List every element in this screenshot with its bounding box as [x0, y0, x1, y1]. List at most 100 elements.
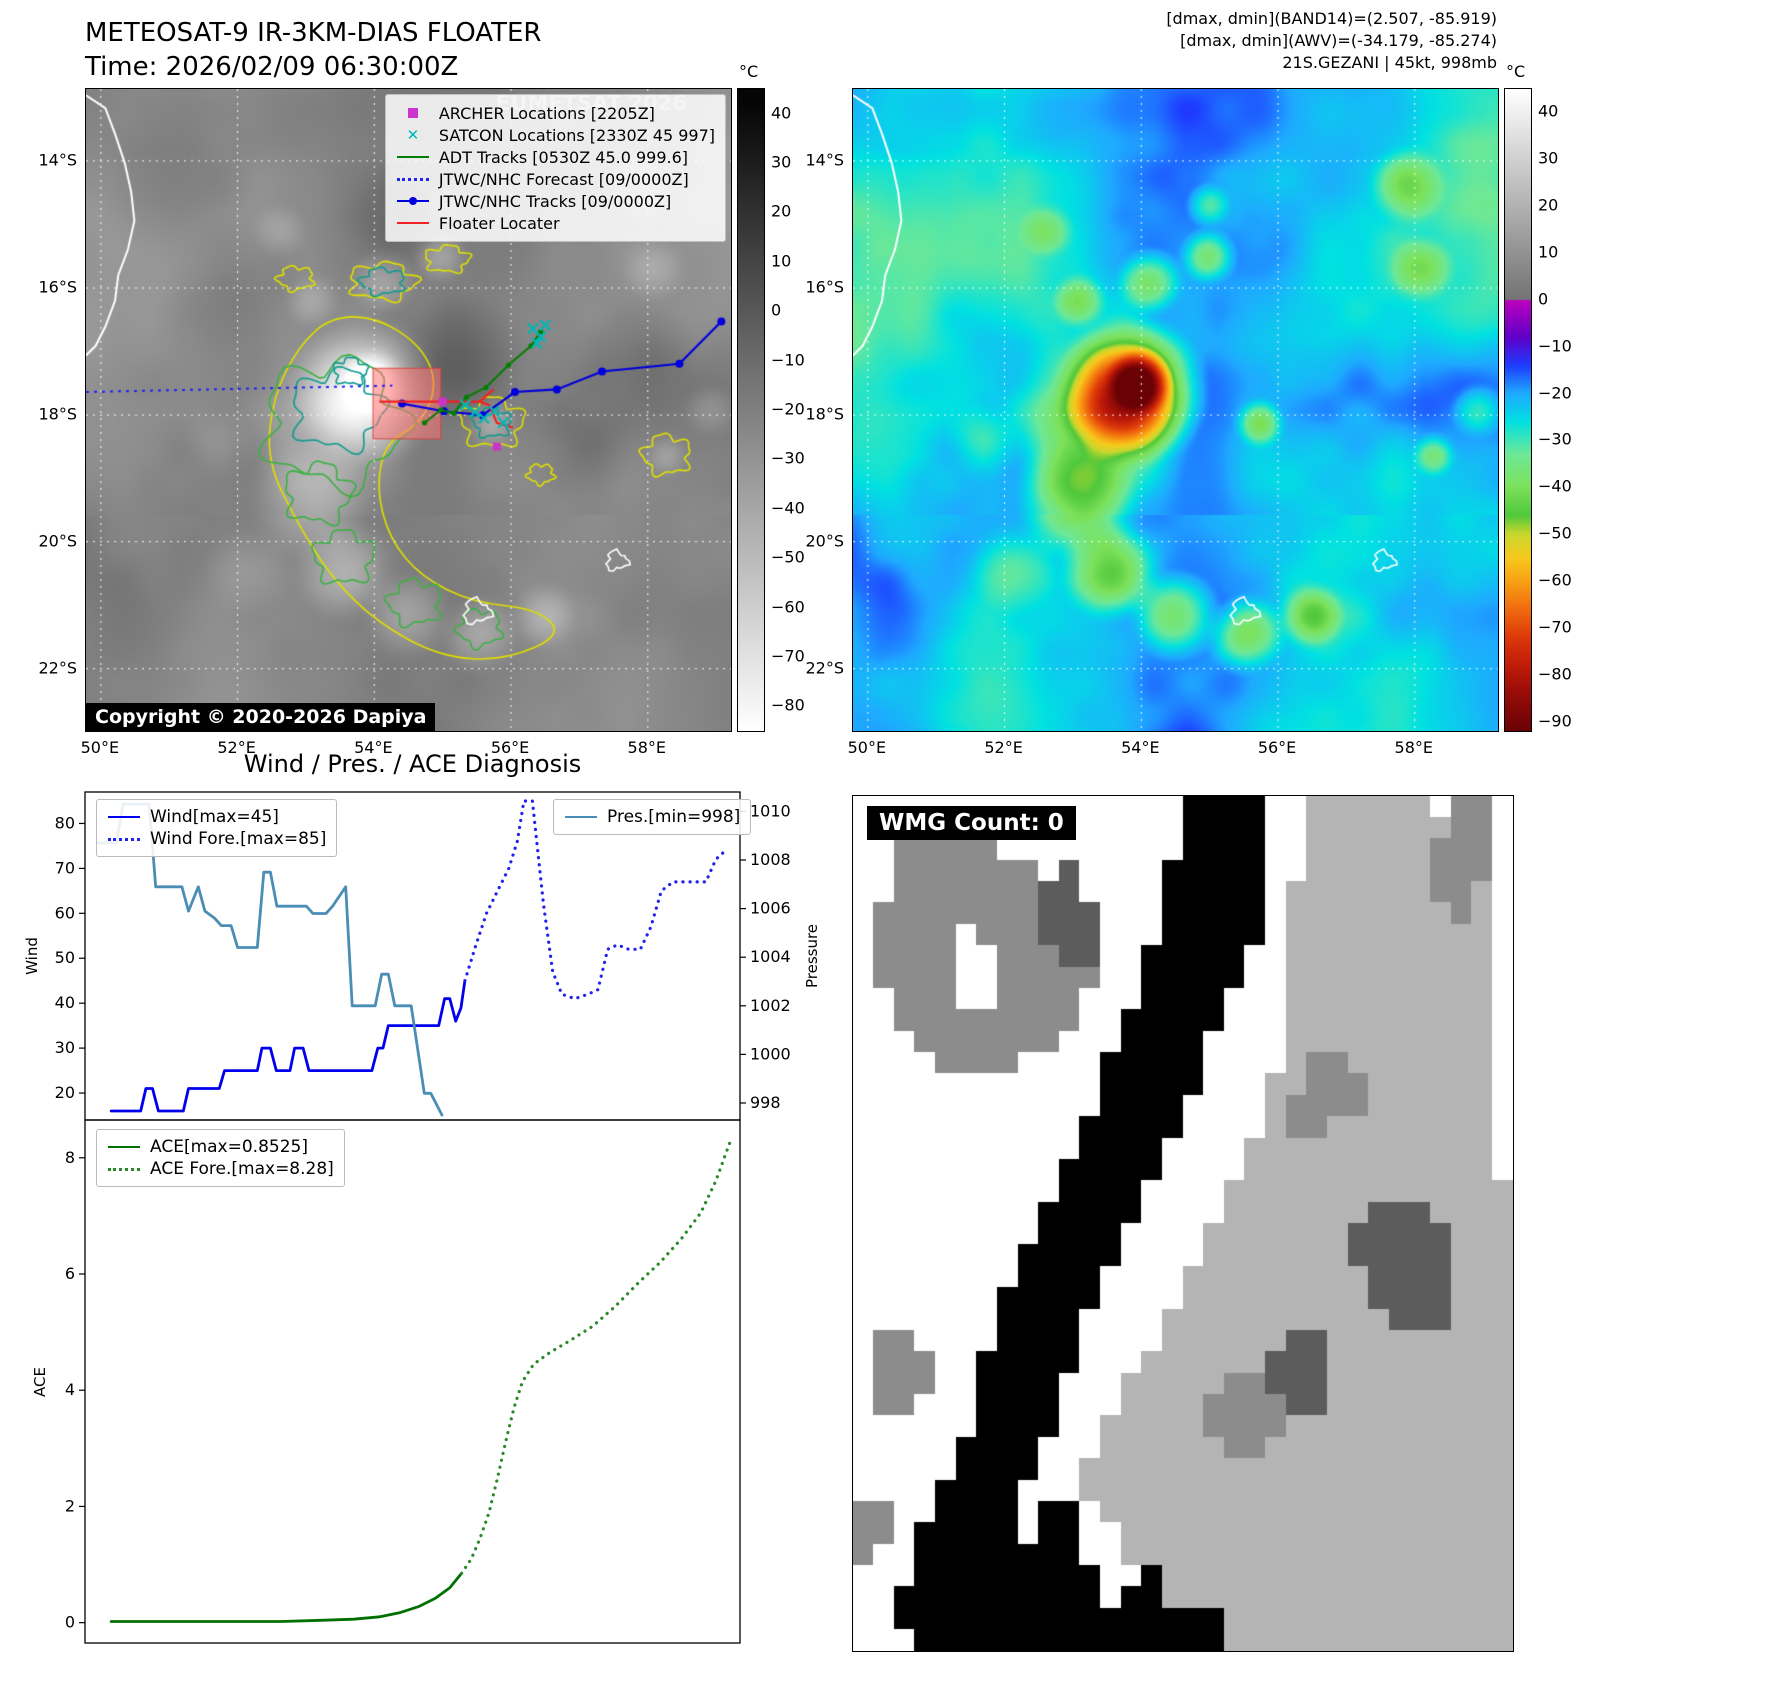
- ir-gray-title-line1: METEOSAT-9 IR-3KM-DIAS FLOATER: [85, 18, 542, 48]
- legend-label: ACE Fore.[max=8.28]: [150, 1159, 334, 1179]
- legend-item: Floater Locater: [396, 212, 715, 234]
- svg-text:2: 2: [65, 1496, 75, 1515]
- x-tick-label: 58°E: [627, 738, 667, 757]
- x-tick-label: 50°E: [847, 738, 887, 757]
- svg-text:1002: 1002: [750, 996, 791, 1015]
- colorbar-tick-label: 40: [771, 103, 792, 123]
- colorbar-tick-label: −60: [1538, 570, 1572, 590]
- colorbar-tick-label: −50: [1538, 523, 1572, 543]
- ir-color-colorbar-gradient: [1504, 88, 1532, 732]
- storm-id-intensity: 21S.GEZANI | 45kt, 998mb: [1282, 53, 1497, 72]
- pressure-legend: Pres.[min=998]: [553, 799, 752, 835]
- ir-gray-map-panel: EUMETSAT 2026 ARCHER Locations [2205Z]✕S…: [85, 88, 732, 732]
- svg-text:70: 70: [55, 858, 75, 877]
- svg-text:50: 50: [55, 948, 75, 967]
- y-tick-label: 20°S: [805, 531, 844, 551]
- y-tick-label: 20°S: [38, 531, 77, 551]
- colorbar-tick-label: −20: [1538, 383, 1572, 403]
- legend-label: ADT Tracks [0530Z 45.0 999.6]: [438, 147, 689, 167]
- legend-label: Pres.[min=998]: [607, 807, 741, 827]
- wmg-count-label: WMG Count: 0: [867, 806, 1076, 840]
- colorbar-tick-label: −40: [1538, 476, 1572, 496]
- x-tick-label: 54°E: [1121, 738, 1160, 757]
- ir-color-header: [dmax, dmin](BAND14)=(2.507, -85.919) [d…: [852, 8, 1497, 74]
- legend-label: Floater Locater: [438, 213, 560, 233]
- svg-text:1004: 1004: [750, 947, 791, 966]
- x-tick-label: 56°E: [490, 738, 530, 757]
- wind-legend: Wind[max=45] Wind Fore.[max=85]: [96, 799, 338, 857]
- colorbar-tick-label: 0: [1538, 289, 1549, 309]
- colorbar-tick-label: −60: [771, 597, 805, 617]
- wind-axis-label: Wind: [23, 937, 41, 975]
- x-tick-label: 52°E: [984, 738, 1023, 757]
- legend-item: ARCHER Locations [2205Z]: [396, 102, 715, 124]
- colorbar-tick-label: 0: [771, 300, 782, 320]
- square-marker-icon: [396, 108, 430, 118]
- ir-gray-title: METEOSAT-9 IR-3KM-DIAS FLOATER Time: 202…: [85, 16, 541, 84]
- legend-item: Wind[max=45]: [107, 806, 326, 828]
- colorbar-tick-label: −80: [1538, 664, 1572, 684]
- legend-label: Wind[max=45]: [150, 807, 279, 827]
- colorbar-tick-label: −10: [1538, 336, 1572, 356]
- svg-text:8: 8: [65, 1148, 75, 1167]
- x-tick-label: 52°E: [217, 738, 256, 757]
- dmax-dmin-band14: [dmax, dmin](BAND14)=(2.507, -85.919): [1166, 9, 1497, 28]
- line-marker-icon: [396, 222, 430, 224]
- colorbar-tick-label: −30: [771, 448, 805, 468]
- legend-item: ACE[max=0.8525]: [107, 1136, 334, 1158]
- ir-gray-colorbar-gradient: [737, 88, 765, 732]
- y-tick-label: 16°S: [38, 277, 77, 297]
- svg-text:1010: 1010: [750, 801, 791, 820]
- line-marker-icon: [396, 156, 430, 158]
- ir-color-colorbar: °C 40 30 20 10 0 −10 −20 −30 −40 −50 −60 −70 −80 −90: [1504, 62, 1572, 732]
- wmg-count-image: [853, 796, 1513, 1651]
- svg-text:998: 998: [750, 1093, 781, 1112]
- x-tick-label: 56°E: [1257, 738, 1297, 757]
- copyright-label: Copyright © 2020-2026 Dapiya: [86, 703, 436, 731]
- ace-axis-label: ACE: [31, 1367, 49, 1397]
- colorbar-unit-label: °C: [739, 62, 759, 81]
- dotted-marker-icon: [107, 1167, 141, 1171]
- dmax-dmin-awv: [dmax, dmin](AWV)=(-34.179, -85.274): [1180, 31, 1497, 50]
- colorbar-tick-label: −70: [1538, 617, 1572, 637]
- colorbar-tick-label: −80: [771, 695, 805, 715]
- y-tick-label: 18°S: [805, 404, 844, 424]
- colorbar-tick-label: 30: [771, 152, 792, 172]
- colorbar-tick-label: −70: [771, 646, 805, 666]
- x-marker-icon: ✕: [406, 125, 420, 144]
- colorbar-tick-label: 20: [771, 201, 792, 221]
- y-tick-label: 16°S: [805, 277, 844, 297]
- solid-marker-icon: [107, 816, 141, 818]
- solid-marker-icon: [564, 816, 598, 818]
- legend-item: Wind Fore.[max=85]: [107, 828, 326, 850]
- colorbar-tick-label: −10: [771, 350, 805, 370]
- legend-item: ✕ SATCON Locations [2330Z 45 997]: [396, 124, 715, 146]
- colorbar-tick-label: 10: [771, 251, 792, 271]
- ir-color-map-panel: [852, 88, 1499, 732]
- diagnosis-title: Wind / Pres. / ACE Diagnosis: [243, 750, 582, 778]
- colorbar-tick-label: 10: [1538, 242, 1559, 262]
- y-tick-label: 18°S: [38, 404, 77, 424]
- legend-label: JTWC/NHC Tracks [09/0000Z]: [438, 191, 672, 211]
- x-tick-label: 58°E: [1394, 738, 1434, 757]
- legend-item: JTWC/NHC Tracks [09/0000Z]: [396, 190, 715, 212]
- ir-gray-time: Time: 2026/02/09 06:30:00Z: [85, 52, 459, 82]
- ir-gray-colorbar: °C 40 30 20 10 0 −10 −20 −30 −40 −50 −60 −70 −80: [737, 62, 805, 732]
- x-tick-label: 50°E: [80, 738, 120, 757]
- pressure-axis-label: Pressure: [803, 923, 821, 989]
- dotted-marker-icon: [396, 177, 430, 181]
- dotted-marker-icon: [107, 837, 141, 841]
- x-tick-label: 54°E: [354, 738, 393, 757]
- y-tick-label: 22°S: [38, 658, 77, 678]
- svg-text:1008: 1008: [750, 850, 791, 869]
- colorbar-tick-label: 40: [1538, 101, 1559, 121]
- colorbar-tick-label: −40: [771, 498, 805, 518]
- svg-text:30: 30: [55, 1038, 75, 1057]
- colorbar-tick-label: −90: [1538, 711, 1572, 731]
- svg-text:6: 6: [65, 1264, 75, 1283]
- legend-label: ARCHER Locations [2205Z]: [438, 103, 655, 123]
- wmg-panel: WMG Count: 0: [852, 795, 1514, 1652]
- legend-item: JTWC/NHC Forecast [09/0000Z]: [396, 168, 715, 190]
- solid-marker-icon: [107, 1146, 141, 1148]
- colorbar-tick-label: 20: [1538, 195, 1559, 215]
